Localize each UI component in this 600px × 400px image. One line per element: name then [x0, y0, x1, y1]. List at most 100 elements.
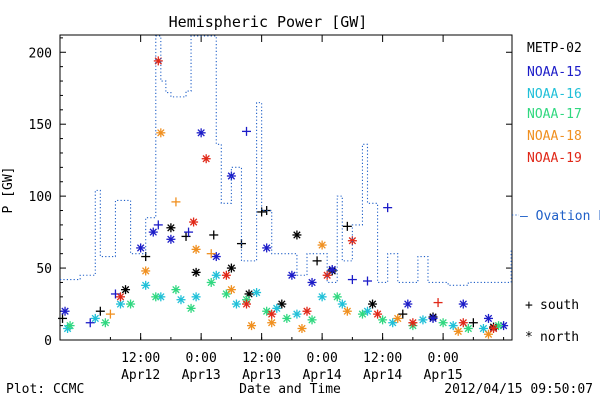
legend-label-ovation: — Ovation Prime HPI	[520, 209, 600, 224]
data-point-noaa-15	[403, 299, 413, 309]
data-point-noaa-15	[383, 203, 393, 213]
x-tick-label-time: 12:00	[363, 351, 402, 366]
data-point-noaa-17	[307, 315, 317, 325]
x-tick-label-time: 0:00	[427, 351, 458, 366]
data-point-noaa-19	[267, 309, 277, 319]
data-point-noaa-16	[252, 288, 262, 298]
x-tick-label-date: Apr14	[303, 368, 342, 383]
data-point-noaa-15	[428, 313, 438, 323]
x-tick-label-time: 12:00	[242, 351, 281, 366]
legend-label-noaa-17: NOAA-17	[527, 107, 582, 122]
data-point-noaa-17	[186, 303, 196, 313]
data-point-noaa-15	[196, 128, 206, 138]
data-point-metp-02	[58, 313, 68, 323]
data-point-noaa-19	[489, 323, 499, 333]
data-point-noaa-15	[242, 126, 252, 136]
data-point-noaa-16	[176, 295, 186, 305]
ovation-prime-hpi-line	[60, 35, 512, 286]
plot-credit: Plot: CCMC	[6, 382, 84, 397]
data-point-noaa-18	[317, 240, 327, 250]
x-tick-label-time: 0:00	[185, 351, 216, 366]
data-point-noaa-19	[373, 309, 383, 319]
data-point-metp-02	[312, 256, 322, 266]
data-point-noaa-15	[60, 306, 70, 316]
data-point-noaa-15	[262, 243, 272, 253]
data-point-noaa-19	[458, 318, 468, 328]
data-point-noaa-16	[337, 299, 347, 309]
data-point-noaa-15	[458, 299, 468, 309]
y-tick-label: 100	[29, 190, 52, 205]
data-point-noaa-18	[105, 309, 115, 319]
data-point-noaa-16	[292, 309, 302, 319]
data-point-noaa-17	[171, 285, 181, 295]
plot-area	[58, 35, 512, 339]
marker-legend-symbol: *	[525, 330, 533, 345]
data-point-noaa-19	[201, 154, 211, 164]
data-point-metp-02	[121, 285, 131, 295]
legend-label-noaa-16: NOAA-16	[527, 87, 582, 102]
x-axis-label: Date and Time	[239, 382, 341, 397]
marker-legend-symbol: +	[525, 298, 533, 313]
data-point-noaa-16	[191, 292, 201, 302]
data-point-metp-02	[468, 318, 478, 328]
data-point-metp-02	[95, 306, 105, 316]
data-point-noaa-16	[211, 270, 221, 280]
data-point-noaa-18	[247, 321, 257, 331]
data-point-noaa-18	[226, 285, 236, 295]
data-point-noaa-15	[307, 277, 317, 287]
data-point-noaa-15	[347, 275, 357, 285]
data-point-noaa-18	[267, 318, 277, 328]
data-point-noaa-15	[211, 252, 221, 262]
data-point-noaa-16	[141, 280, 151, 290]
data-point-noaa-18	[342, 306, 352, 316]
data-point-noaa-18	[156, 128, 166, 138]
data-point-noaa-19	[242, 299, 252, 309]
data-point-noaa-18	[393, 313, 403, 323]
data-point-noaa-17	[65, 321, 75, 331]
data-point-noaa-16	[418, 315, 428, 325]
data-point-metp-02	[398, 309, 408, 319]
x-tick-label-time: 0:00	[306, 351, 337, 366]
marker-legend-label-south: south	[540, 298, 579, 313]
data-point-noaa-15	[362, 276, 372, 286]
y-axis: 0 50 100 150 200	[29, 37, 512, 349]
data-point-noaa-15	[184, 227, 194, 237]
chart-title: Hemispheric Power [GW]	[169, 13, 368, 31]
data-point-noaa-15	[153, 220, 163, 230]
data-point-noaa-18	[191, 244, 201, 254]
x-tick-label-time: 12:00	[121, 351, 160, 366]
x-axis: 12:00 Apr12 0:00 Apr13 12:00 Apr13 0:00 Apr14 12…	[109, 35, 505, 383]
x-tick-label-date: Apr14	[363, 368, 402, 383]
data-point-noaa-17	[332, 292, 342, 302]
data-point-noaa-18	[297, 323, 307, 333]
data-point-noaa-17	[357, 309, 367, 319]
plot-frame	[59, 34, 513, 341]
data-point-noaa-15	[327, 265, 337, 275]
data-point-noaa-19	[433, 298, 443, 308]
legend-label-noaa-19: NOAA-19	[527, 151, 582, 166]
data-point-noaa-16	[362, 306, 372, 316]
data-point-noaa-17	[100, 318, 110, 328]
data-point-noaa-19	[189, 217, 199, 227]
data-point-noaa-16	[231, 299, 241, 309]
data-point-noaa-17	[126, 299, 136, 309]
data-point-noaa-19	[115, 292, 125, 302]
data-point-noaa-18	[141, 266, 151, 276]
x-tick-label-date: Apr13	[182, 368, 221, 383]
data-point-metp-02	[342, 221, 352, 231]
data-point-noaa-17	[151, 292, 161, 302]
y-tick-label: 150	[29, 118, 52, 133]
data-point-noaa-16	[317, 292, 327, 302]
data-point-noaa-15	[287, 270, 297, 280]
data-point-noaa-15	[85, 318, 95, 328]
data-point-noaa-17	[206, 277, 216, 287]
marker-legend-label-north: north	[540, 330, 579, 345]
plot-timestamp: 2012/04/15 09:50:07	[444, 382, 593, 397]
marker-legend: + south * north	[525, 298, 579, 345]
data-point-metp-02	[226, 263, 236, 273]
data-point-metp-02	[292, 230, 302, 240]
data-point-noaa-18	[453, 326, 463, 336]
data-point-noaa-15	[483, 313, 493, 323]
data-point-metp-02	[368, 299, 378, 309]
